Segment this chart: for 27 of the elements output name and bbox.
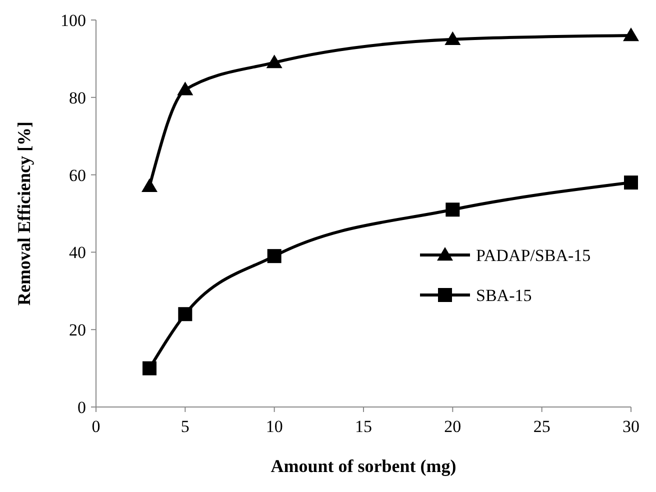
point [623,27,639,42]
y-tick-label: 80 [69,88,86,108]
x-tick-label: 5 [180,417,190,436]
x-tick-label: 15 [355,417,372,436]
x-tick-label: 30 [622,417,640,436]
point [267,249,282,264]
y-axis-title: Removal Efficiency [%] [14,122,34,306]
x-tick-label: 10 [266,417,283,436]
point [266,54,282,68]
y-tick-label: 60 [69,166,86,185]
point [178,307,192,322]
point [446,202,460,217]
point [142,361,156,376]
y-tick-label: 100 [60,10,86,30]
legend-label: SBA-15 [476,286,532,305]
x-tick-label: 20 [444,417,462,436]
legend-label: PADAP/SBA-15 [476,246,591,265]
y-tick-label: 40 [69,243,86,262]
y-tick-label: 20 [69,320,86,340]
point [177,82,194,96]
x-axis-title: Amount of sorbent (mg) [270,456,456,476]
x-tick-label: 25 [533,417,550,436]
point [142,178,158,192]
point [444,31,461,45]
y-tick-label: 0 [78,398,86,417]
x-tick-label: 0 [92,417,100,436]
point [624,176,638,190]
